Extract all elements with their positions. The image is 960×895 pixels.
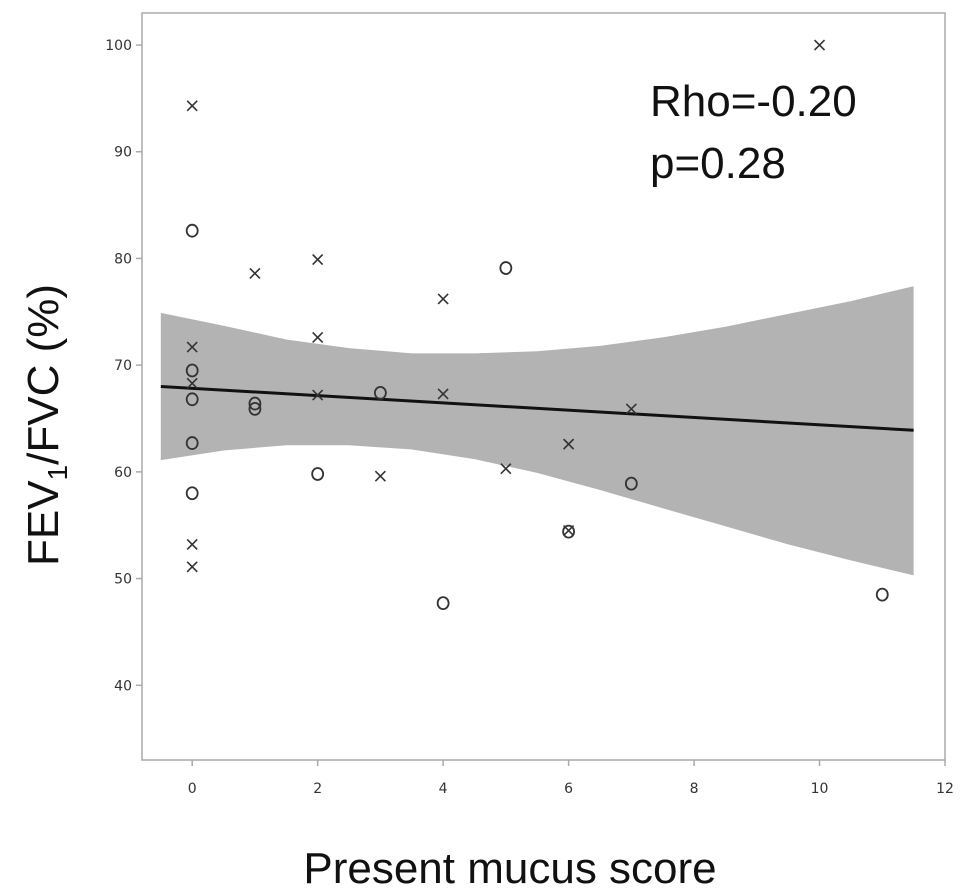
x-tick-label: 2 xyxy=(313,781,322,797)
x-tick-label: 12 xyxy=(936,781,954,797)
data-point-x xyxy=(813,39,826,51)
data-point-o xyxy=(248,396,262,411)
x-axis-ticks: 0 2 4 6 8 10 12 xyxy=(188,760,954,797)
data-point-x xyxy=(437,388,449,400)
confidence-band-layer xyxy=(160,286,914,576)
data-point-x xyxy=(563,438,575,450)
x-tick-label: 4 xyxy=(439,781,448,797)
y-axis-title-main: FEV xyxy=(19,480,68,566)
data-point-o xyxy=(499,261,513,275)
data-point-o xyxy=(185,486,199,501)
x-tick-label: 10 xyxy=(811,781,829,797)
y-tick-label: 70 xyxy=(114,358,132,374)
regression-line xyxy=(160,385,914,432)
data-point-o xyxy=(185,223,199,238)
data-point-o xyxy=(311,467,325,481)
data-point-x xyxy=(186,341,198,353)
y-tick-label: 40 xyxy=(114,678,132,694)
data-point-x xyxy=(312,253,324,266)
confidence-band xyxy=(160,286,914,576)
data-point-x xyxy=(374,470,386,482)
data-point-o xyxy=(562,524,575,539)
data-point-o xyxy=(624,476,638,491)
y-tick-label: 100 xyxy=(105,38,132,54)
y-axis-title-subscript: 1 xyxy=(42,465,73,481)
y-tick-label: 80 xyxy=(114,251,132,267)
data-point-o xyxy=(185,436,199,450)
data-point-x xyxy=(186,377,198,389)
data-point-o xyxy=(185,392,199,407)
stat-p-annotation: p=0.28 xyxy=(650,139,786,188)
data-point-x xyxy=(625,403,637,415)
regression-line-layer xyxy=(160,385,914,432)
data-point-o xyxy=(875,587,889,602)
data-point-x xyxy=(186,100,198,112)
data-point-x xyxy=(312,389,324,401)
x-tick-label: 6 xyxy=(564,781,573,797)
data-points-layer xyxy=(185,39,889,611)
y-axis-title: FEV1/FVC (%) xyxy=(19,284,73,566)
data-point-o xyxy=(185,363,199,378)
data-point-x xyxy=(249,267,261,279)
y-tick-label: 90 xyxy=(114,145,132,161)
data-point-o xyxy=(436,596,450,611)
y-axis-title-rest: /FVC (%) xyxy=(19,284,68,465)
data-point-o xyxy=(373,386,387,400)
x-axis-title: Present mucus score xyxy=(303,844,716,893)
data-point-x xyxy=(186,561,198,573)
y-tick-label: 50 xyxy=(114,572,132,588)
x-tick-label: 8 xyxy=(690,781,699,797)
stat-rho-annotation: Rho=-0.20 xyxy=(650,77,857,126)
plot-frame xyxy=(141,12,946,761)
data-point-x xyxy=(186,538,198,551)
data-point-x xyxy=(312,331,324,343)
data-point-x xyxy=(500,463,512,475)
data-point-x xyxy=(437,293,449,305)
y-tick-label: 60 xyxy=(114,465,132,481)
y-axis-ticks: 40 50 60 70 80 90 100 xyxy=(105,38,142,694)
data-point-o xyxy=(248,402,262,416)
x-tick-label: 0 xyxy=(188,781,197,797)
